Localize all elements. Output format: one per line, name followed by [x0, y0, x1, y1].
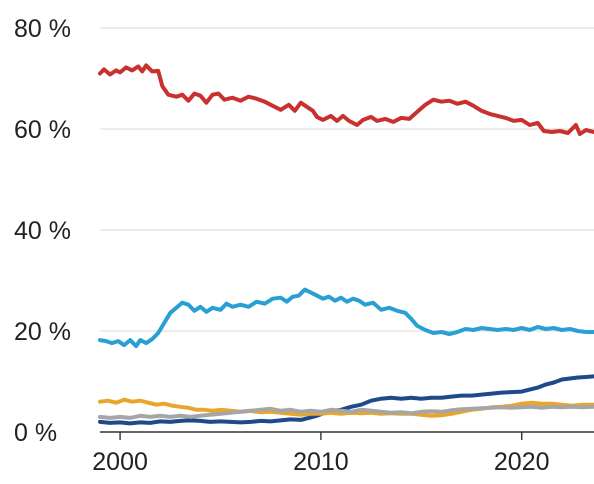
x-axis-ticks: 2000 2010 2020	[92, 432, 550, 476]
series-line-1	[98, 63, 594, 136]
y-tick-label: 80 %	[14, 15, 71, 43]
x-tick-label: 2000	[92, 448, 148, 476]
series-line-5	[98, 404, 594, 420]
y-tick-label: 0 %	[14, 419, 57, 447]
y-axis-ticks: 0 % 20 % 40 % 60 % 80 %	[14, 15, 71, 447]
y-tick-label: 40 %	[14, 217, 71, 245]
series-lines	[98, 63, 594, 426]
y-tick-label: 20 %	[14, 318, 71, 346]
y-tick-label: 60 %	[14, 116, 71, 144]
gridlines	[100, 27, 594, 332]
series-line-3	[98, 374, 594, 426]
series-line-2	[98, 287, 594, 349]
x-tick-label: 2010	[293, 448, 349, 476]
x-tick-label: 2020	[494, 448, 550, 476]
